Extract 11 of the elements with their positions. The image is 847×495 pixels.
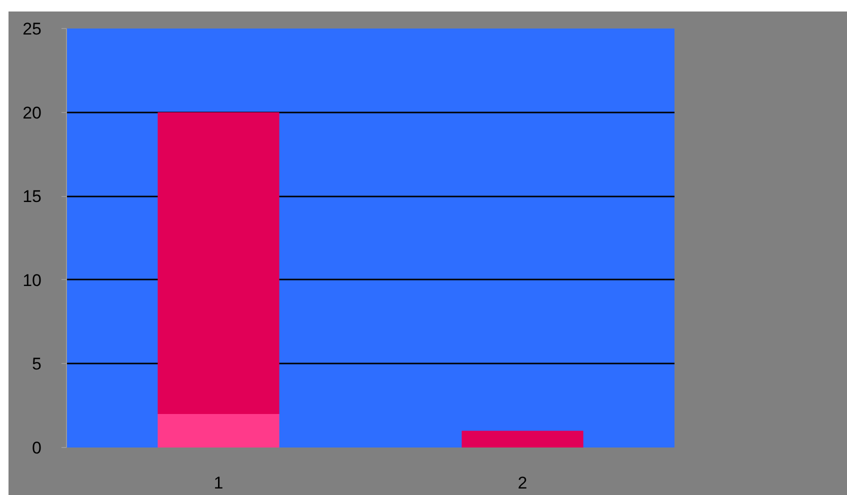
y-tick-label: 20 xyxy=(22,103,42,122)
x-tick-label: 1 xyxy=(214,474,224,492)
bar xyxy=(462,430,584,448)
y-tick-label: 15 xyxy=(22,187,42,206)
y-tick-label: 5 xyxy=(32,354,42,374)
y-tick-label: 25 xyxy=(22,20,42,38)
x-tick-label: 2 xyxy=(518,474,528,492)
y-tick-label: 0 xyxy=(32,438,42,458)
bar xyxy=(158,414,280,448)
y-tick-label: 10 xyxy=(22,270,42,290)
bar xyxy=(158,112,280,414)
